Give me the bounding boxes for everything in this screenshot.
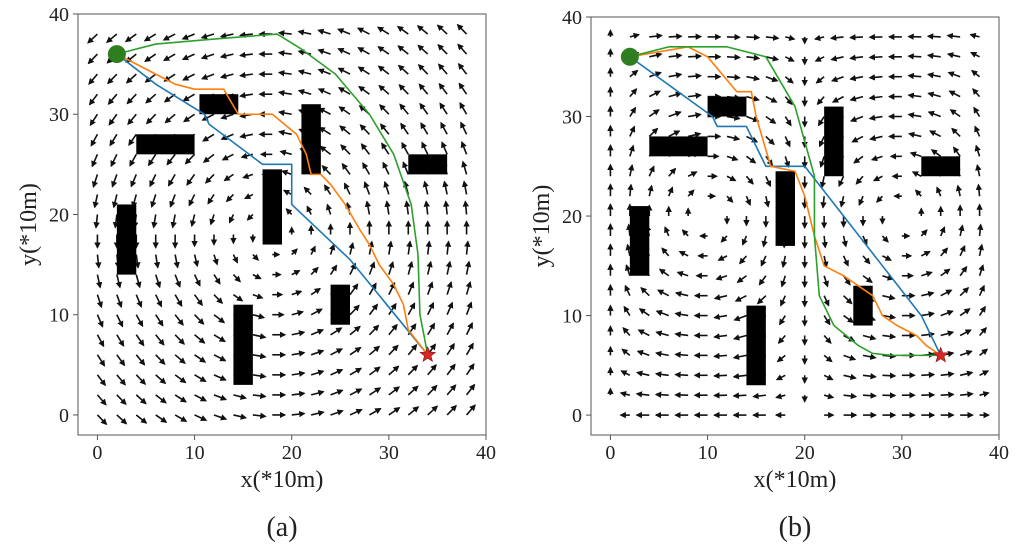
x-tick-label: 40: [476, 442, 496, 464]
field-arrow: [688, 56, 701, 57]
obstacle: [263, 169, 282, 244]
y-tick-label: 20: [49, 204, 69, 226]
y-axis-label: y(*10m): [529, 185, 555, 268]
field-arrow: [909, 56, 922, 57]
x-tick-label: 10: [698, 442, 718, 464]
start-marker: [621, 48, 639, 66]
obstacle: [921, 156, 960, 176]
field-arrow: [676, 354, 689, 355]
x-tick-label: 0: [92, 442, 102, 464]
y-tick-label: 10: [49, 305, 69, 327]
chart-panel-b: 0 0 10 10 20 20 30 30 40 40 x(*10m) y(*10m) (b): [513, 0, 1026, 557]
panel-caption: (a): [266, 512, 297, 543]
field-arrow: [928, 36, 941, 37]
field-arrow: [714, 375, 727, 376]
obstacle: [853, 286, 872, 326]
field-arrow: [909, 76, 922, 77]
y-tick-label: 40: [562, 7, 582, 29]
field-arrow: [870, 57, 883, 58]
field-arrow: [630, 185, 631, 196]
field-arrow: [656, 394, 669, 395]
chart-panel-a: 0 0 10 10 20 20 30 30 40 40 x(*10m) y(*10m) (a): [0, 0, 513, 557]
field-arrow: [669, 36, 682, 37]
x-tick-label: 40: [989, 442, 1009, 464]
x-tick-label: 10: [185, 442, 205, 464]
y-tick-label: 20: [562, 206, 582, 228]
field-arrow: [676, 375, 689, 376]
chart-b: 0 0 10 10 20 20 30 30 40 40 x(*10m) y(*10m) (b): [513, 0, 1026, 552]
x-tick-label: 30: [892, 442, 912, 464]
y-tick-label: 40: [49, 4, 69, 26]
obstacle: [708, 97, 747, 117]
x-tick-label: 20: [795, 442, 815, 464]
panel-caption: (b): [779, 512, 812, 543]
field-arrow: [824, 236, 825, 247]
field-arrow: [870, 77, 883, 78]
obstacle: [301, 104, 320, 174]
field-arrow: [980, 225, 981, 236]
field-arrow: [978, 185, 979, 196]
field-arrow: [629, 225, 630, 236]
field-arrow: [727, 77, 740, 78]
field-arrow: [688, 76, 701, 77]
field-arrow: [882, 375, 895, 376]
field-arrow: [727, 57, 740, 58]
y-tick-label: 10: [562, 306, 582, 328]
obstacle: [136, 134, 194, 154]
obstacle: [630, 206, 649, 276]
obstacle: [331, 285, 350, 325]
field-arrow: [921, 375, 934, 376]
chart-a: 0 0 10 10 20 20 30 30 40 40 x(*10m) y(*10m) (a): [0, 0, 513, 552]
obstacle: [824, 107, 843, 177]
x-tick-label: 0: [605, 442, 615, 464]
field-arrow: [714, 355, 727, 356]
y-tick-label: 30: [562, 107, 582, 129]
obstacle: [117, 204, 136, 274]
start-marker: [108, 45, 126, 63]
field-arrow: [863, 395, 876, 396]
x-tick-label: 30: [379, 442, 399, 464]
obstacle: [233, 305, 252, 385]
x-tick-label: 20: [282, 442, 302, 464]
y-tick-label: 30: [49, 104, 69, 126]
field-arrow: [941, 394, 954, 395]
y-axis-label: y(*10m): [16, 183, 42, 266]
x-axis-label: x(*10m): [241, 467, 324, 493]
field-arrow: [746, 37, 759, 38]
obstacle: [408, 154, 447, 174]
obstacle: [649, 136, 707, 156]
obstacle: [776, 171, 795, 246]
obstacle: [746, 306, 765, 386]
field-arrow: [850, 37, 863, 38]
x-axis-label: x(*10m): [754, 467, 837, 493]
y-tick-label: 0: [572, 405, 582, 427]
y-tick-label: 0: [59, 405, 69, 427]
field-arrow: [734, 395, 747, 396]
field-arrow: [823, 196, 824, 207]
